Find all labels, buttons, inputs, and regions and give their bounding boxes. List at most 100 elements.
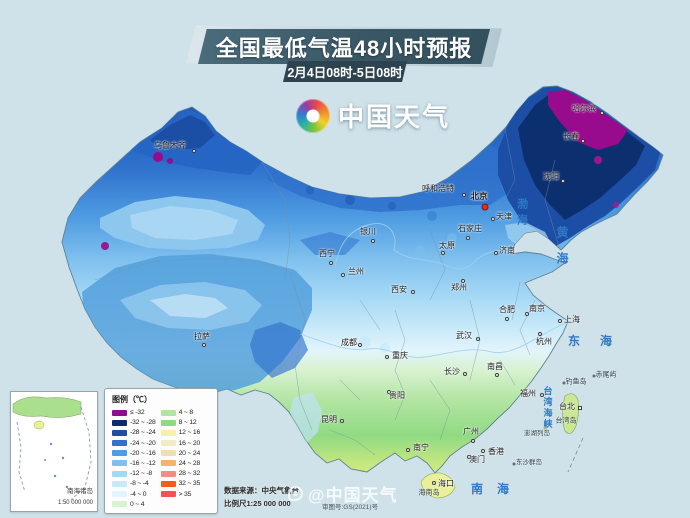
legend-label: -28 ~ -24 [130, 429, 156, 437]
province-borders [94, 127, 561, 456]
legend-column-left: ≤ -32 -32 ~ -28 -28 ~ -24 -24 ~ -20 -20 ~ -1… [112, 409, 156, 508]
island-label-赤尾屿: 赤尾屿 [595, 371, 617, 379]
legend-item: 0 ~ 4 [112, 501, 156, 508]
sea-label-南海: 南海 [470, 482, 524, 496]
city-label-海口: 海口 [438, 479, 454, 488]
city-marker-南昌 [495, 373, 499, 377]
legend-swatch [112, 429, 127, 436]
city-marker-昆明 [340, 419, 344, 423]
page-subtitle: 2月4日08时-5日08时 [283, 61, 407, 82]
legend-label: -20 ~ -16 [130, 449, 156, 457]
inset-map-art [12, 396, 92, 501]
legend-swatch [112, 480, 127, 487]
weibo-watermark: @中国天气 [288, 481, 398, 506]
legend-label: 20 ~ 24 [178, 449, 201, 457]
city-marker-郑州 [461, 279, 465, 283]
legend-swatch [112, 409, 127, 416]
legend-label: -32 ~ -28 [130, 419, 156, 427]
legend-label: -4 ~ 0 [130, 490, 147, 498]
temperature-regions [82, 88, 660, 444]
legend-label: 32 ~ 35 [178, 480, 201, 488]
city-marker-杭州 [538, 332, 542, 336]
city-marker-长春 [581, 139, 585, 143]
legend-item: -8 ~ -4 [112, 480, 156, 487]
city-label-澳门: 澳门 [469, 455, 485, 464]
legend-item: -24 ~ -20 [112, 440, 156, 447]
city-label-太原: 太原 [439, 241, 455, 250]
city-marker-武汉 [476, 337, 480, 341]
city-label-成都: 成都 [341, 338, 357, 347]
island-dot-赤尾屿 [592, 374, 596, 378]
city-label-西宁: 西宁 [319, 249, 335, 258]
legend-swatch [160, 480, 176, 487]
city-label-哈尔滨: 哈尔滨 [572, 104, 596, 113]
legend-item: 8 ~ 12 [160, 419, 200, 426]
city-marker-石家庄 [466, 236, 470, 240]
page-title: 全国最低气温48小时预报 [198, 29, 490, 64]
city-marker-兰州 [341, 273, 345, 277]
legend-label: 4 ~ 8 [178, 409, 194, 416]
city-marker-西安 [411, 290, 415, 294]
legend-swatch [160, 440, 176, 447]
island-dot-东沙群岛 [512, 462, 516, 466]
island-dot-钓鱼岛 [562, 381, 566, 385]
city-label-沈阳: 沈阳 [543, 172, 559, 181]
city-marker-澳门 [467, 455, 471, 459]
legend-swatch [160, 470, 176, 477]
city-marker-广州 [471, 439, 475, 443]
legend-label: ≤ -32 [130, 409, 145, 416]
sea-label-黄海: 黄海 [555, 226, 569, 278]
legend-item: 24 ~ 28 [160, 460, 200, 467]
city-label-上海: 上海 [564, 315, 580, 324]
legend-item: -16 ~ -12 [112, 460, 156, 467]
city-label-拉萨: 拉萨 [194, 332, 210, 341]
city-marker-济南 [494, 251, 498, 255]
legend-swatch [112, 470, 127, 477]
city-label-香港: 香港 [488, 447, 504, 456]
city-marker-福州 [540, 393, 544, 397]
weibo-icon [288, 486, 303, 501]
sea-label-渤海: 渤海 [515, 198, 528, 230]
legend-swatch [160, 429, 176, 436]
city-label-济南: 济南 [499, 246, 515, 255]
city-label-石家庄: 石家庄 [458, 224, 482, 233]
city-marker-太原 [441, 251, 445, 255]
city-label-台北: 台北 [559, 402, 575, 411]
legend-label: 28 ~ 32 [178, 470, 201, 478]
city-label-乌鲁木齐: 乌鲁木齐 [154, 141, 186, 150]
city-label-重庆: 重庆 [392, 351, 408, 360]
islands-shapes [420, 393, 584, 499]
island-label-钓鱼岛: 钓鱼岛 [565, 378, 587, 386]
city-label-福州: 福州 [520, 389, 536, 398]
city-marker-重庆 [385, 355, 389, 359]
brand-logo: 中国天气 [296, 97, 450, 134]
city-marker-香港 [481, 449, 485, 453]
city-label-南宁: 南宁 [413, 443, 429, 452]
legend-item: 28 ~ 32 [160, 470, 201, 478]
watermark-text: @中国天气 [308, 486, 398, 505]
city-label-昆明: 昆明 [321, 415, 337, 424]
rivers [299, 223, 567, 358]
city-label-北京: 北京 [470, 190, 488, 201]
legend-item: -4 ~ 0 [112, 491, 156, 498]
legend-swatch [160, 409, 176, 416]
city-marker-南京 [525, 312, 529, 316]
city-marker-乌鲁木齐 [192, 149, 196, 153]
legend-swatch [160, 419, 176, 426]
legend-title: 图例（℃） [112, 395, 152, 404]
inset-scale: 1:50 000 000 [57, 500, 93, 506]
island-label-澎湖列岛: 澎湖列岛 [524, 429, 550, 437]
brand-name: 中国天气 [338, 102, 451, 132]
city-marker-沈阳 [561, 179, 565, 183]
legend-swatch [112, 440, 127, 447]
legend-label: -16 ~ -12 [130, 459, 156, 467]
data-source-block: 数据来源：中央气象台 比例尺1:25 000 000 [224, 484, 299, 510]
city-marker-合肥 [505, 317, 509, 321]
city-marker-北京 [481, 203, 489, 211]
sea-label-东海: 东海 [567, 334, 633, 348]
city-marker-上海 [558, 319, 562, 323]
city-label-南京: 南京 [529, 304, 545, 313]
legend-label: > 35 [178, 490, 192, 498]
